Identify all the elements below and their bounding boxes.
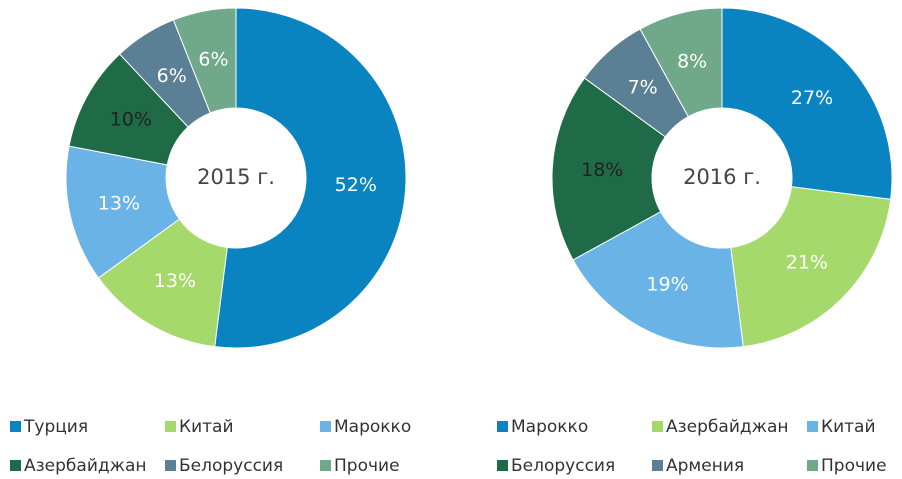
donut-slice [551, 77, 667, 261]
slice-label: 52% [335, 174, 377, 196]
slice-label: 7% [628, 76, 658, 98]
donut-slice [721, 7, 893, 200]
legend-label: Марокко [334, 417, 411, 437]
legend-swatch [320, 460, 331, 471]
legend-label: Азербайджан [24, 456, 146, 476]
slice-label: 13% [154, 270, 196, 292]
donut-slice [572, 211, 744, 349]
slice-label: 21% [786, 251, 828, 273]
slice-label: 19% [646, 273, 688, 295]
legend-swatch [807, 460, 818, 471]
slice-label: 13% [98, 193, 140, 215]
legend-swatch [497, 460, 508, 471]
legend-swatch [652, 421, 663, 432]
donut-slice [639, 7, 723, 118]
legend-label: Китай [179, 417, 234, 437]
legend-swatch [10, 421, 21, 432]
legend-label: Прочие [334, 456, 400, 476]
legend-swatch [165, 421, 176, 432]
legend-label: Армения [666, 456, 744, 476]
legend-swatch [497, 421, 508, 432]
legend-label: Белоруссия [511, 456, 615, 476]
slice-label: 8% [677, 50, 707, 72]
donut-slice [214, 7, 407, 349]
legend-label: Прочие [821, 456, 887, 476]
legend-swatch [10, 460, 21, 471]
slice-label: 10% [110, 109, 152, 131]
legend-swatch [320, 421, 331, 432]
legend-label: Китай [821, 417, 876, 437]
slice-label: 27% [791, 87, 833, 109]
legend-label: Марокко [511, 417, 588, 437]
slice-label: 18% [581, 159, 623, 181]
legend-label: Турция [23, 417, 88, 437]
slice-label: 6% [198, 49, 228, 71]
legend-swatch [165, 460, 176, 471]
slice-label: 6% [157, 65, 187, 87]
donut-slice [172, 7, 237, 114]
center-title: 2015 г. [197, 165, 275, 189]
legend-swatch [652, 460, 663, 471]
center-title: 2016 г. [683, 165, 761, 189]
donut-slice [730, 186, 892, 348]
legend-label: Азербайджан [666, 417, 788, 437]
legend-label: Белоруссия [179, 456, 283, 476]
legend-swatch [807, 421, 818, 432]
